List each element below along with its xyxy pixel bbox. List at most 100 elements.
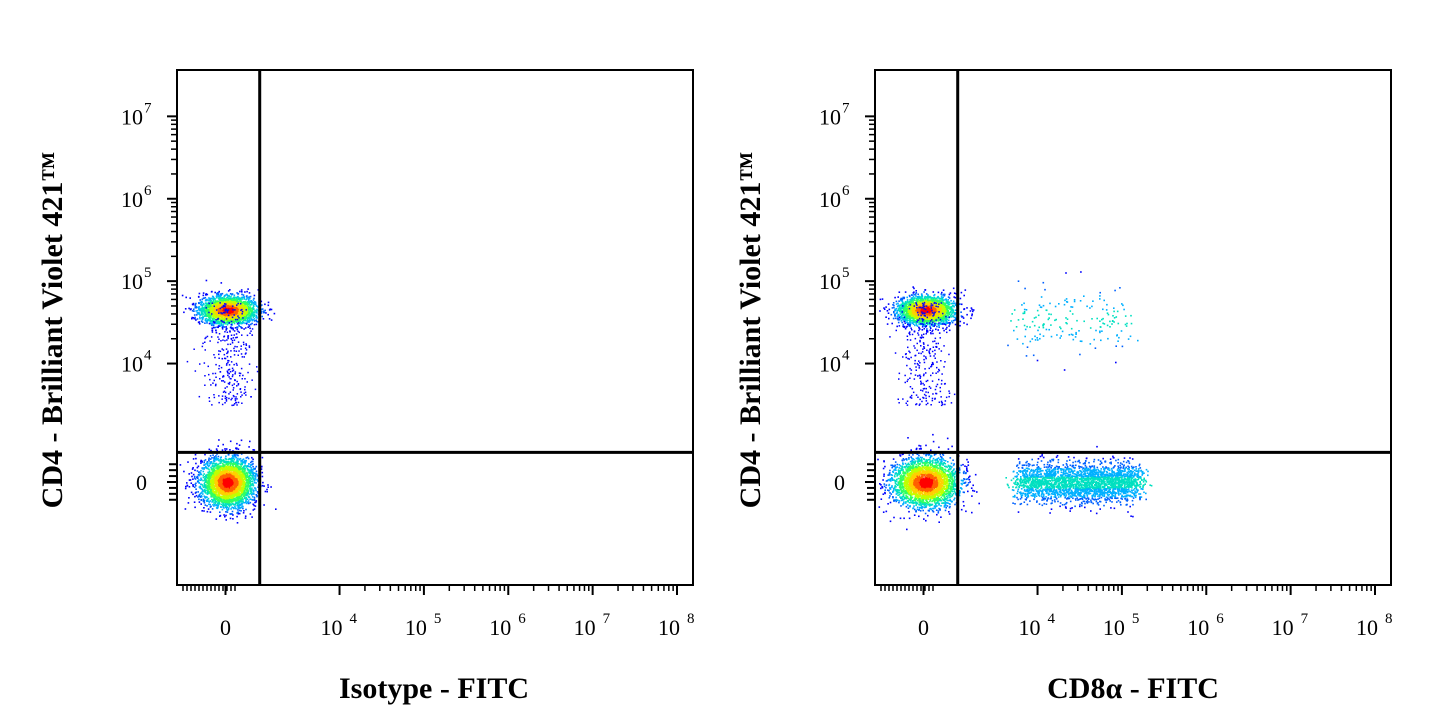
event-dot	[234, 306, 237, 309]
event-dot	[239, 498, 242, 501]
event-dot	[234, 308, 237, 310]
event-dot	[237, 298, 239, 300]
event-dot	[198, 313, 201, 315]
event-dot	[246, 501, 248, 503]
event-dot	[233, 294, 236, 297]
event-dot	[232, 482, 235, 485]
event-dot	[241, 462, 244, 465]
event-dot	[244, 308, 246, 311]
event-dot	[247, 326, 249, 328]
event-dot	[210, 494, 212, 496]
event-dot	[238, 304, 241, 306]
event-dot	[203, 500, 205, 503]
event-dot	[231, 493, 233, 495]
event-dot	[237, 485, 240, 487]
event-dot	[234, 300, 237, 302]
event-dot	[215, 320, 218, 322]
event-dot	[220, 472, 222, 474]
event-dot	[208, 315, 210, 317]
event-dot	[208, 308, 211, 310]
event-dot	[238, 500, 241, 503]
event-dot	[198, 308, 201, 311]
event-dot	[212, 300, 215, 302]
event-dot	[201, 489, 204, 491]
event-dot	[231, 458, 233, 461]
event-dot	[248, 320, 250, 322]
event-dot	[240, 468, 242, 470]
event-dot	[215, 307, 217, 310]
event-dot	[244, 305, 247, 307]
event-dot	[247, 457, 250, 460]
event-dot	[204, 304, 207, 307]
event-dot	[249, 513, 252, 515]
event-dot	[208, 319, 210, 322]
event-dot	[212, 312, 215, 315]
event-dot	[228, 488, 231, 491]
event-dot	[190, 472, 193, 474]
event-dot	[204, 314, 206, 316]
event-dot	[237, 513, 240, 515]
event-dot	[199, 317, 201, 320]
event-dot	[249, 312, 251, 314]
event-dot	[239, 312, 242, 314]
event-dot	[255, 323, 258, 326]
event-dot	[243, 297, 246, 299]
event-dot	[217, 504, 219, 507]
event-dot	[221, 292, 224, 295]
event-dot	[201, 305, 204, 307]
event-dot	[234, 320, 237, 323]
event-dot	[248, 316, 251, 319]
event-dot	[203, 510, 205, 512]
event-dot	[249, 487, 251, 489]
event-dot	[240, 316, 242, 319]
event-dot	[199, 479, 202, 481]
event-dot	[214, 301, 217, 303]
event-dot	[245, 317, 247, 320]
event-dot	[229, 300, 232, 302]
event-dot	[222, 323, 225, 325]
event-dot	[238, 483, 241, 485]
event-dot	[246, 487, 249, 490]
event-dot	[238, 307, 240, 309]
event-dot	[217, 455, 220, 458]
event-dot	[208, 464, 211, 467]
event-dot	[194, 316, 196, 319]
event-dot	[219, 482, 222, 485]
event-dot	[219, 511, 221, 513]
event-dot	[215, 305, 218, 308]
event-dot	[224, 297, 226, 300]
event-dot	[220, 500, 223, 502]
event-dot	[193, 310, 195, 312]
event-dot	[207, 497, 210, 500]
event-dot	[247, 501, 249, 504]
event-dot	[225, 311, 228, 313]
event-dot	[216, 292, 219, 294]
event-dot	[230, 295, 232, 298]
event-dot	[194, 453, 197, 456]
event-dot	[217, 320, 219, 323]
event-dot	[198, 312, 200, 314]
event-dot	[239, 493, 241, 495]
event-dot	[224, 481, 227, 484]
event-dot	[213, 297, 215, 300]
event-dot	[255, 500, 258, 502]
event-dot	[249, 440, 251, 443]
event-dot	[260, 300, 263, 303]
event-dot	[214, 313, 217, 316]
event-dot	[260, 310, 263, 313]
event-dot	[221, 319, 224, 321]
event-dot	[213, 314, 215, 316]
event-dot	[230, 312, 233, 314]
event-dot	[232, 321, 234, 324]
event-dot	[205, 279, 208, 282]
event-dot	[231, 317, 233, 320]
event-dot	[220, 315, 223, 318]
event-dot	[220, 311, 222, 313]
event-dot	[256, 473, 258, 476]
event-dot	[242, 512, 245, 514]
event-dot	[267, 484, 269, 486]
event-dot	[230, 309, 233, 312]
event-dot	[246, 314, 249, 316]
event-dot	[212, 467, 215, 470]
event-dot	[231, 513, 233, 515]
